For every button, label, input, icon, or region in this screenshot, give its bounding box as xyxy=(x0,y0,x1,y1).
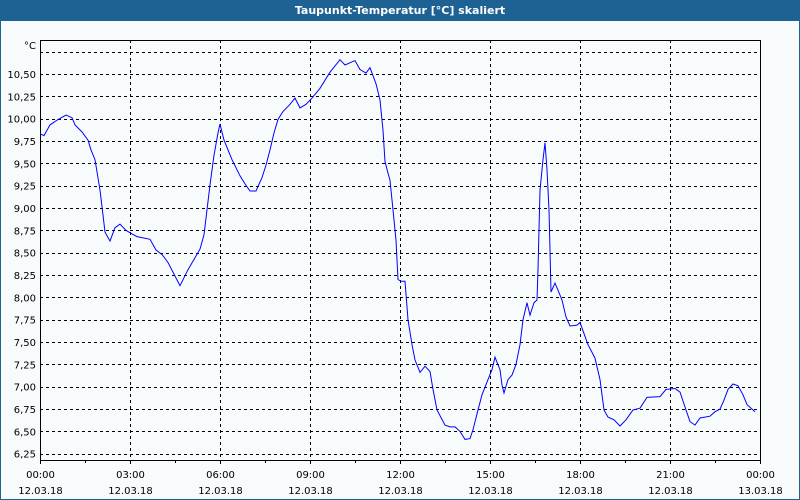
x-tick-time: 21:00 xyxy=(656,470,685,481)
x-tick-time: 03:00 xyxy=(116,470,145,481)
x-tick-date: 12.03.18 xyxy=(18,486,63,497)
x-tick-date: 12.03.18 xyxy=(378,486,423,497)
x-tick-date: 12.03.18 xyxy=(468,486,513,497)
x-tick-date: 13.03.18 xyxy=(738,486,783,497)
y-tick-label: 8,25 xyxy=(14,271,36,282)
y-tick-label: 6,50 xyxy=(14,427,36,438)
x-tick-date: 12.03.18 xyxy=(108,486,153,497)
y-tick-label: 7,50 xyxy=(14,338,36,349)
y-tick-label: 6,75 xyxy=(14,405,36,416)
y-tick-label: 10,00 xyxy=(7,115,36,126)
y-tick-label: 8,00 xyxy=(14,293,36,304)
y-tick-label: 8,75 xyxy=(14,226,36,237)
y-tick-label: 6,25 xyxy=(14,450,36,461)
window-title: Taupunkt-Temperatur [°C] skaliert xyxy=(1,1,799,21)
y-tick-label: 7,00 xyxy=(14,383,36,394)
x-tick-date: 12.03.18 xyxy=(648,486,693,497)
x-tick-date: 12.03.18 xyxy=(288,486,333,497)
x-tick-time: 18:00 xyxy=(566,470,595,481)
x-tick-time: 00:00 xyxy=(26,470,55,481)
y-tick-label: 7,25 xyxy=(14,360,36,371)
x-tick-time: 12:00 xyxy=(386,470,415,481)
dew-point-series-line xyxy=(39,58,756,440)
x-tick-date: 12.03.18 xyxy=(558,486,603,497)
x-tick-time: 00:00 xyxy=(746,470,775,481)
y-tick-label: 10,50 xyxy=(7,70,36,81)
x-tick-time: 06:00 xyxy=(206,470,235,481)
x-tick-date: 12.03.18 xyxy=(198,486,243,497)
y-tick-label: 7,75 xyxy=(14,316,36,327)
y-tick-label: 9,50 xyxy=(14,159,36,170)
y-tick-label: 9,25 xyxy=(14,182,36,193)
x-tick-time: 15:00 xyxy=(476,470,505,481)
y-tick-label: 9,75 xyxy=(14,137,36,148)
x-tick-time: 09:00 xyxy=(296,470,325,481)
y-tick-label: 10,25 xyxy=(7,92,36,103)
plot-frame xyxy=(40,40,761,461)
y-tick-label: 9,00 xyxy=(14,204,36,215)
y-tick-label: 8,50 xyxy=(14,249,36,260)
y-axis-unit-label: °C xyxy=(24,41,36,52)
